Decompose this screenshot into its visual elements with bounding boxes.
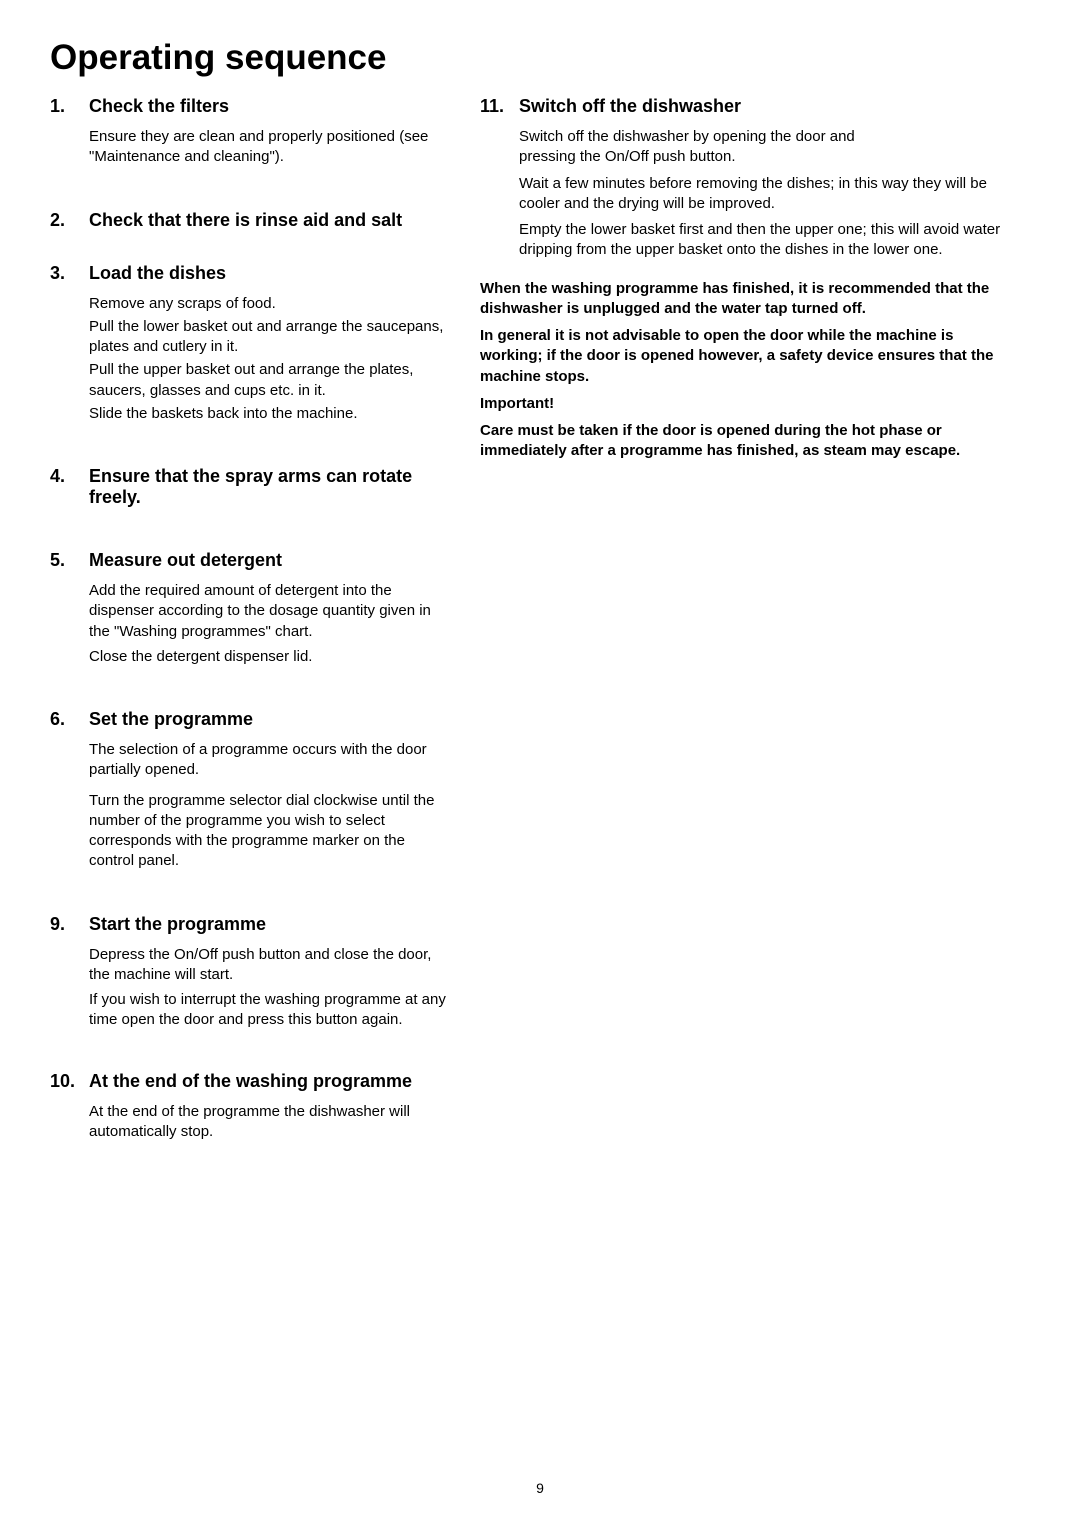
body-text: Slide the baskets back into the machine. bbox=[89, 404, 450, 424]
section-title: Start the programme bbox=[89, 914, 450, 935]
body-text: Pull the lower basket out and arrange th… bbox=[89, 317, 450, 358]
section-9: 9. Start the programme Depress the On/Of… bbox=[50, 914, 450, 1031]
section-title: Switch off the dishwasher bbox=[519, 96, 1005, 117]
body-text: Turn the programme selector dial clockwi… bbox=[89, 791, 450, 872]
body-text: Add the required amount of detergent int… bbox=[89, 581, 450, 642]
section-number: 3. bbox=[50, 263, 89, 284]
important-label: Important! bbox=[480, 394, 1005, 414]
section-number: 9. bbox=[50, 914, 89, 935]
section-heading: 10. At the end of the washing programme bbox=[50, 1071, 450, 1092]
section-body: The selection of a programme occurs with… bbox=[50, 740, 450, 872]
section-number: 10. bbox=[50, 1071, 89, 1092]
section-number: 2. bbox=[50, 210, 89, 231]
bold-note: In general it is not advisable to open t… bbox=[480, 326, 1005, 387]
section-heading: 9. Start the programme bbox=[50, 914, 450, 935]
section-heading: 1. Check the filters bbox=[50, 96, 450, 117]
body-text: Close the detergent dispenser lid. bbox=[89, 647, 450, 667]
section-2: 2. Check that there is rinse aid and sal… bbox=[50, 210, 450, 231]
section-6: 6. Set the programme The selection of a … bbox=[50, 709, 450, 872]
body-text: Ensure they are clean and properly posit… bbox=[89, 127, 450, 168]
section-number: 11. bbox=[480, 96, 519, 117]
section-number: 4. bbox=[50, 466, 89, 487]
body-text: If you wish to interrupt the washing pro… bbox=[89, 990, 450, 1031]
bold-note: When the washing programme has finished,… bbox=[480, 279, 1005, 320]
section-body: At the end of the programme the dishwash… bbox=[50, 1102, 450, 1143]
section-heading: 6. Set the programme bbox=[50, 709, 450, 730]
body-text: Pull the upper basket out and arrange th… bbox=[89, 360, 450, 401]
body-text: At the end of the programme the dishwash… bbox=[89, 1102, 450, 1143]
section-title: Ensure that the spray arms can rotate fr… bbox=[89, 466, 450, 508]
page-number: 9 bbox=[0, 1480, 1080, 1496]
section-heading: 3. Load the dishes bbox=[50, 263, 450, 284]
section-title: Check that there is rinse aid and salt bbox=[89, 210, 450, 231]
section-10: 10. At the end of the washing programme … bbox=[50, 1071, 450, 1143]
section-body: Remove any scraps of food. Pull the lowe… bbox=[50, 294, 450, 425]
section-1: 1. Check the filters Ensure they are cle… bbox=[50, 96, 450, 168]
section-body: Switch off the dishwasher by opening the… bbox=[480, 127, 1005, 261]
body-text: Depress the On/Off push button and close… bbox=[89, 945, 450, 986]
section-body: Depress the On/Off push button and close… bbox=[50, 945, 450, 1031]
important-text: Care must be taken if the door is opened… bbox=[480, 421, 1005, 462]
left-column: 1. Check the filters Ensure they are cle… bbox=[50, 96, 450, 1184]
section-3: 3. Load the dishes Remove any scraps of … bbox=[50, 263, 450, 425]
body-text: Remove any scraps of food. bbox=[89, 294, 450, 314]
section-body: Add the required amount of detergent int… bbox=[50, 581, 450, 667]
body-text: The selection of a programme occurs with… bbox=[89, 740, 450, 781]
section-title: Load the dishes bbox=[89, 263, 450, 284]
section-number: 1. bbox=[50, 96, 89, 117]
section-11: 11. Switch off the dishwasher Switch off… bbox=[480, 96, 1005, 261]
columns-wrapper: 1. Check the filters Ensure they are cle… bbox=[50, 96, 1030, 1184]
bold-notes: When the washing programme has finished,… bbox=[480, 279, 1005, 462]
page-container: Operating sequence 1. Check the filters … bbox=[0, 0, 1080, 1214]
section-heading: 2. Check that there is rinse aid and sal… bbox=[50, 210, 450, 231]
section-heading: 11. Switch off the dishwasher bbox=[480, 96, 1005, 117]
main-title: Operating sequence bbox=[50, 38, 1030, 78]
section-title: At the end of the washing programme bbox=[89, 1071, 450, 1092]
section-title: Check the filters bbox=[89, 96, 450, 117]
section-title: Measure out detergent bbox=[89, 550, 450, 571]
section-heading: 4. Ensure that the spray arms can rotate… bbox=[50, 466, 450, 508]
right-column: 11. Switch off the dishwasher Switch off… bbox=[480, 96, 1005, 1184]
body-text: Switch off the dishwasher by opening the… bbox=[519, 127, 859, 168]
section-heading: 5. Measure out detergent bbox=[50, 550, 450, 571]
section-4: 4. Ensure that the spray arms can rotate… bbox=[50, 466, 450, 508]
body-text: Empty the lower basket first and then th… bbox=[519, 220, 1005, 261]
section-number: 6. bbox=[50, 709, 89, 730]
body-text: Wait a few minutes before removing the d… bbox=[519, 174, 1005, 215]
section-number: 5. bbox=[50, 550, 89, 571]
section-body: Ensure they are clean and properly posit… bbox=[50, 127, 450, 168]
section-5: 5. Measure out detergent Add the require… bbox=[50, 550, 450, 667]
section-title: Set the programme bbox=[89, 709, 450, 730]
